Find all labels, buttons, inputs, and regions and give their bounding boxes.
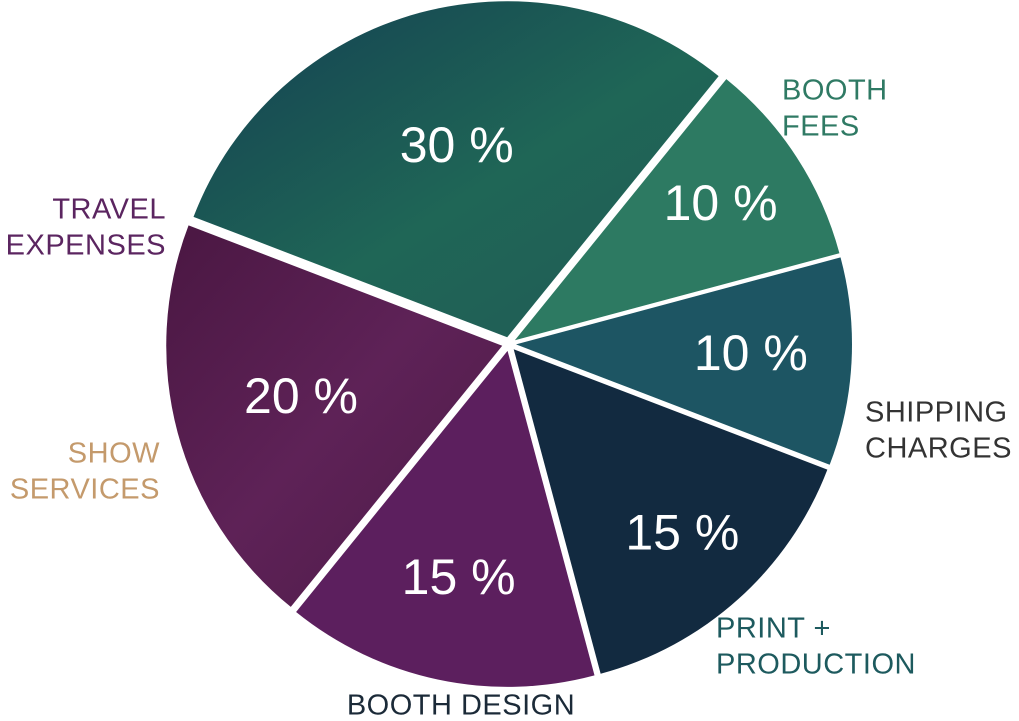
pie-slice-booth-fees xyxy=(193,1,719,338)
category-labels-layer: BOOTH FEES SHIPPING CHARGES PRINT + PRODUCTIO… xyxy=(6,75,1012,721)
category-label: TRAVEL xyxy=(52,194,166,226)
slice-value-label: 20 % xyxy=(244,368,358,424)
category-label: SERVICES xyxy=(10,474,160,506)
slice-value-label: 30 % xyxy=(400,117,514,173)
category-label: BOOTH xyxy=(782,75,888,107)
category-label: SHIPPING xyxy=(865,397,1008,429)
pie-slice-booth-design xyxy=(513,349,828,674)
slice-value-label: 10 % xyxy=(694,325,808,381)
category-label: FEES xyxy=(782,111,860,143)
category-label: EXPENSES xyxy=(6,230,166,262)
pie-slice-show-services xyxy=(296,350,595,687)
category-label: PRODUCTION xyxy=(716,649,916,681)
value-labels-layer: 30 % 10 % 10 % 15 % 15 % 20 % xyxy=(244,117,808,605)
pie-slice-shipping-charges xyxy=(514,79,840,341)
pie-slice-print-production xyxy=(515,257,852,465)
pie-slice-travel-expenses xyxy=(166,225,503,607)
category-label: PRINT + xyxy=(716,613,831,645)
category-label: CHARGES xyxy=(865,433,1012,465)
category-label: SHOW xyxy=(68,438,160,470)
slice-value-label: 15 % xyxy=(625,505,739,561)
slices-layer xyxy=(166,1,852,687)
slice-value-label: 10 % xyxy=(664,175,778,231)
category-label: BOOTH DESIGN xyxy=(347,690,575,721)
slice-value-label: 15 % xyxy=(402,549,516,605)
